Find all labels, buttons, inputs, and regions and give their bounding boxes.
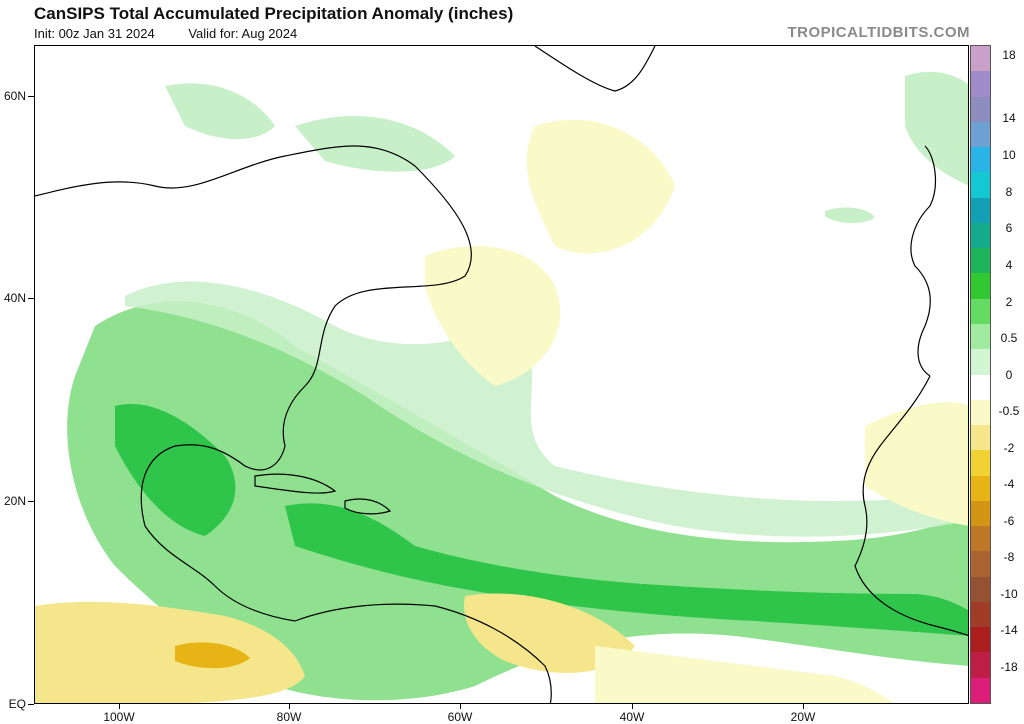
map-subtitle: Init: 00z Jan 31 2024 Valid for: Aug 202… xyxy=(34,26,327,41)
lat-tick xyxy=(28,298,34,299)
colorbar-segment xyxy=(971,425,990,451)
strong-wet-core xyxy=(285,503,968,636)
dry-anomaly-north-atlantic xyxy=(526,119,675,254)
atlantic-wet-patch xyxy=(825,207,875,224)
colorbar-segment xyxy=(971,147,990,173)
colorbar-segment xyxy=(971,298,990,325)
lat-tick xyxy=(28,704,34,705)
lon-tick xyxy=(803,704,804,709)
coastlines xyxy=(35,46,968,703)
colorbar-segment xyxy=(971,96,990,123)
africa-coast xyxy=(854,375,968,636)
colorbar-segment xyxy=(971,526,990,552)
colorbar-segment xyxy=(971,551,990,578)
lon-tick xyxy=(289,704,290,709)
colorbar-segment xyxy=(971,399,990,426)
lat-label-eq: EQ xyxy=(8,697,26,711)
colorbar-label: 8 xyxy=(1005,185,1013,199)
colorbar-label: 0.5 xyxy=(1000,331,1018,345)
lon-label-60w: 60W xyxy=(447,710,473,724)
lon-tick xyxy=(119,704,120,709)
colorbar-segment xyxy=(971,349,990,375)
lon-tick xyxy=(460,704,461,709)
dry-anomaly-south-america xyxy=(464,593,635,673)
lon-tick xyxy=(632,704,633,709)
colorbar-label: -0.5 xyxy=(998,404,1020,418)
colorbar-label: -4 xyxy=(1003,477,1015,491)
cuba-coast xyxy=(254,473,337,494)
lat-label-40n: 40N xyxy=(3,291,26,305)
canada-wet-patch xyxy=(295,116,455,172)
north-america-coast xyxy=(35,145,472,622)
colorbar-segment xyxy=(971,500,990,527)
colorbar xyxy=(970,45,991,704)
colorbar-segment xyxy=(971,576,990,603)
colorbar-label: 4 xyxy=(1005,258,1013,272)
colorbar-label: 2 xyxy=(1005,295,1013,309)
valid-time: Valid for: Aug 2024 xyxy=(188,26,298,41)
north-wet-patch xyxy=(165,83,275,140)
colorbar-segment xyxy=(971,450,990,477)
colorbar-label: -10 xyxy=(1000,587,1018,601)
colorbar-label: 18 xyxy=(1002,48,1016,62)
lon-label-100w: 100W xyxy=(103,710,135,724)
lon-label-80w: 80W xyxy=(276,710,302,724)
colorbar-segment xyxy=(971,677,990,704)
colorbar-segment xyxy=(971,374,990,401)
colorbar-segment xyxy=(971,248,990,274)
lon-label-20w: 20W xyxy=(790,710,816,724)
colorbar-label: 6 xyxy=(1005,221,1013,235)
greenland-coast xyxy=(534,46,656,92)
colorbar-label: 14 xyxy=(1002,111,1016,125)
colorbar-segment xyxy=(971,71,990,98)
precip-anomaly-map xyxy=(35,46,968,703)
lat-tick xyxy=(28,501,34,502)
dry-anomaly-pacific-core xyxy=(175,642,250,669)
hispaniola-coast xyxy=(344,498,392,515)
colorbar-label: 10 xyxy=(1002,148,1016,162)
europe-wet-patch xyxy=(905,71,968,186)
colorbar-segment xyxy=(971,273,990,300)
colorbar-segment xyxy=(971,172,990,199)
europe-coast xyxy=(910,145,936,377)
colorbar-segment xyxy=(971,121,990,148)
map-panel xyxy=(34,45,969,704)
colorbar-label: 0 xyxy=(1005,368,1013,382)
colorbar-label: -18 xyxy=(1000,660,1018,674)
strong-wet-gulf xyxy=(115,404,236,536)
colorbar-segment xyxy=(971,627,990,653)
colorbar-segment xyxy=(971,601,990,628)
dry-anomaly-brazil xyxy=(595,646,893,703)
colorbar-segment xyxy=(971,197,990,224)
colorbar-label: -6 xyxy=(1003,514,1015,528)
dry-anomaly-pacific xyxy=(35,601,305,703)
south-america-coast xyxy=(294,603,552,703)
colorbar-label: -2 xyxy=(1003,441,1015,455)
map-title: CanSIPS Total Accumulated Precipitation … xyxy=(34,4,514,23)
colorbar-segment xyxy=(971,652,990,679)
lat-label-60n: 60N xyxy=(3,89,26,103)
colorbar-label: -8 xyxy=(1003,550,1015,564)
colorbar-segment xyxy=(971,475,990,502)
lon-label-40w: 40W xyxy=(619,710,645,724)
dry-anomaly-midatlantic xyxy=(425,246,561,386)
colorbar-label: -14 xyxy=(1000,623,1018,637)
colorbar-segment xyxy=(971,46,990,72)
site-brand: TROPICALTIDBITS.COM xyxy=(787,24,970,41)
colorbar-segment xyxy=(971,222,990,249)
colorbar-segment xyxy=(971,323,990,350)
lat-tick xyxy=(28,96,34,97)
lat-label-20n: 20N xyxy=(3,494,26,508)
init-time: Init: 00z Jan 31 2024 xyxy=(34,26,155,41)
light-wet-anomaly-region xyxy=(125,281,968,537)
